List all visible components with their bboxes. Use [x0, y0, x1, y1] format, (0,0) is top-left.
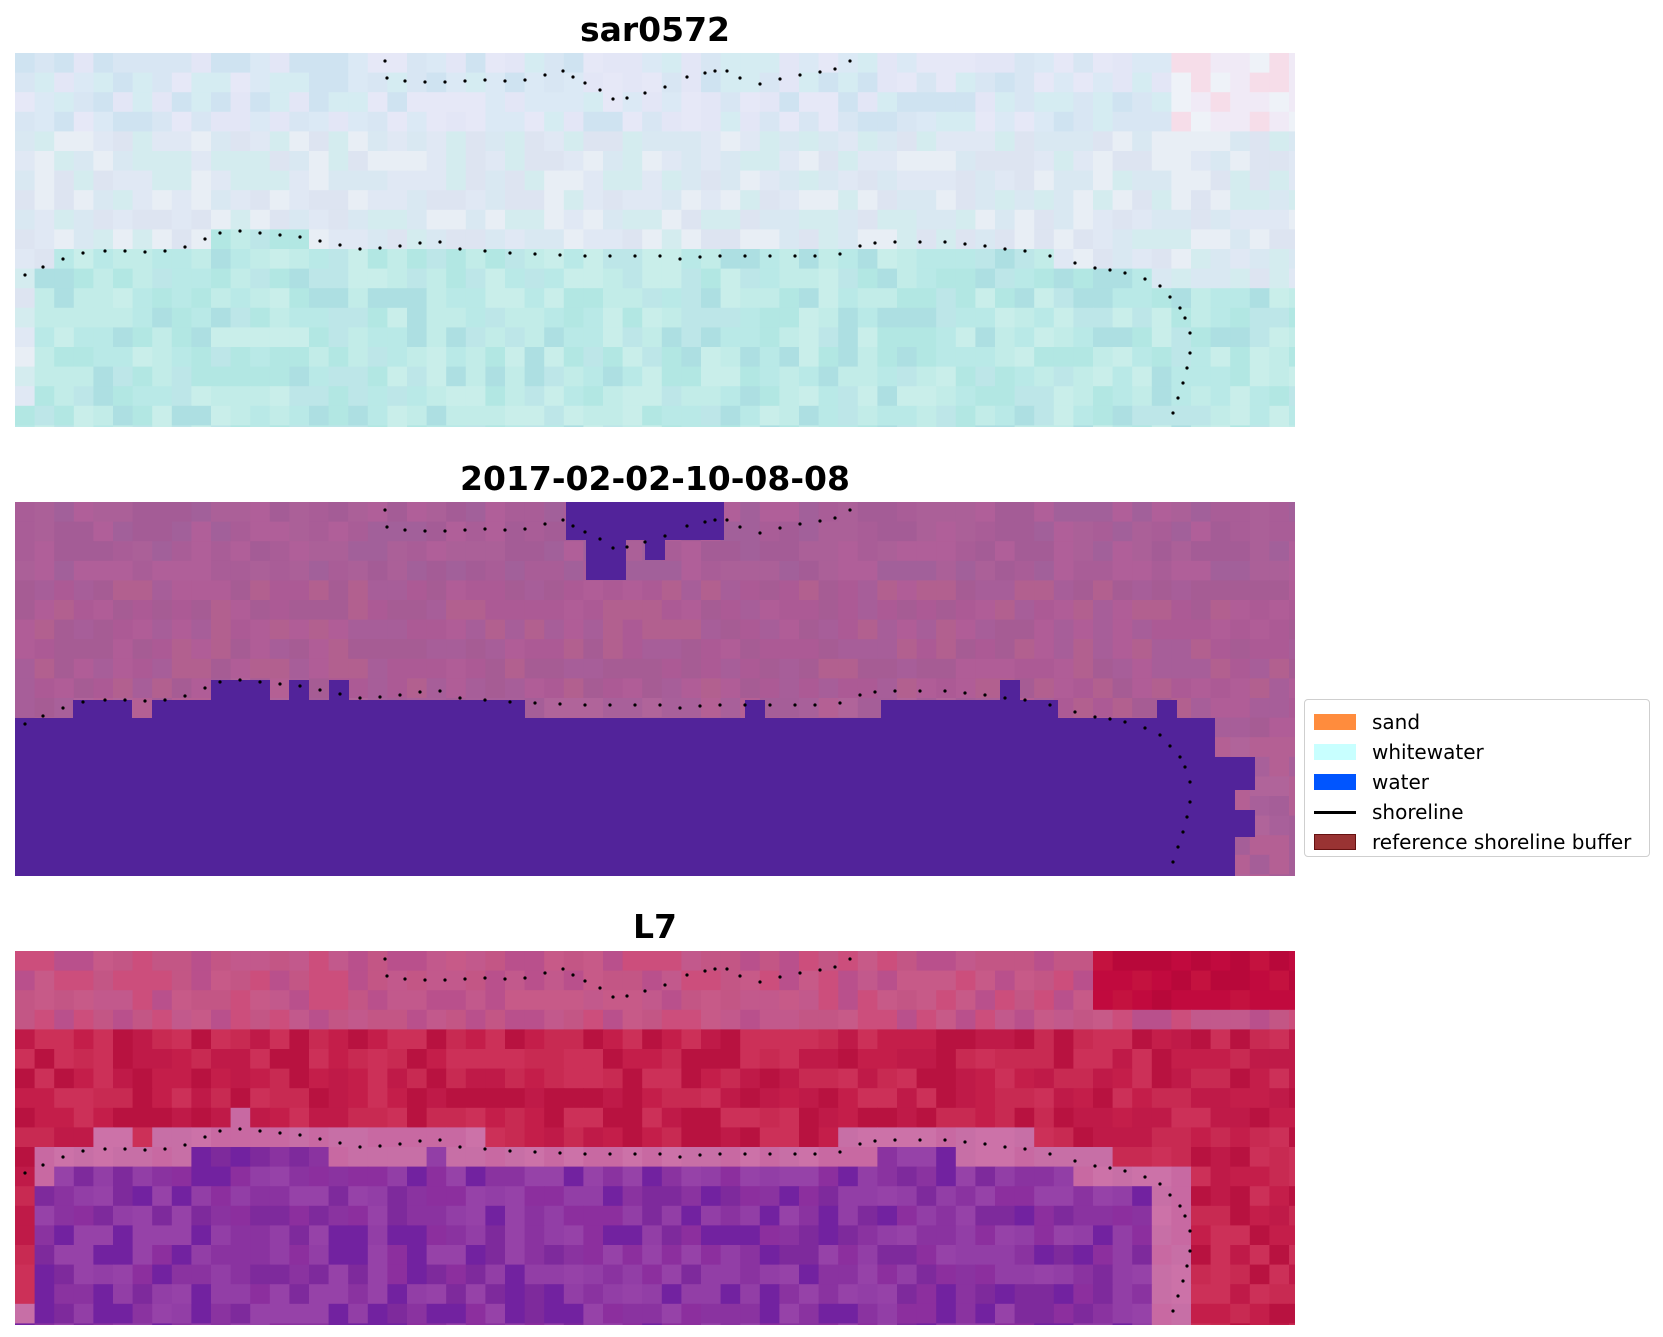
reference-shoreline-dots — [23, 508, 1192, 864]
raster-pixels — [15, 53, 1295, 427]
panel-classified-image — [15, 502, 1295, 876]
legend-label-reference-buffer: reference shoreline buffer — [1372, 830, 1632, 854]
panel-2-image — [15, 502, 1295, 876]
legend-item-water: water — [1305, 767, 1649, 797]
raster-pixels — [15, 951, 1295, 1325]
legend-swatch-whitewater — [1314, 744, 1356, 760]
legend-item-whitewater: whitewater — [1305, 737, 1649, 767]
panel-title-3: L7 — [633, 907, 677, 946]
legend-item-shoreline: shoreline — [1305, 797, 1649, 827]
reference-shoreline-dots — [23, 59, 1192, 415]
panel-1-image — [15, 53, 1295, 427]
legend-swatch-reference-buffer — [1314, 834, 1356, 850]
panel-sar-image — [15, 53, 1295, 427]
legend-label-water: water — [1372, 770, 1429, 794]
panel-title-1: sar0572 — [579, 10, 731, 49]
legend-line-shoreline — [1314, 811, 1356, 814]
legend-label-whitewater: whitewater — [1372, 740, 1484, 764]
panel-3-image — [15, 951, 1295, 1325]
legend-item-reference-buffer: reference shoreline buffer — [1305, 827, 1649, 857]
legend-swatch-water — [1314, 774, 1356, 790]
panel-title-2: 2017-02-02-10-08-08 — [460, 459, 850, 498]
legend-label-shoreline: shoreline — [1372, 800, 1464, 824]
water-mask-lower — [15, 680, 1255, 876]
legend-swatch-sand — [1314, 714, 1356, 730]
legend-item-sand: sand — [1305, 707, 1649, 737]
legend: sand whitewater water shoreline referenc… — [1304, 699, 1650, 857]
panel-l7-image — [15, 951, 1295, 1325]
reference-shoreline-dots — [23, 957, 1192, 1313]
legend-label-sand: sand — [1372, 710, 1421, 734]
